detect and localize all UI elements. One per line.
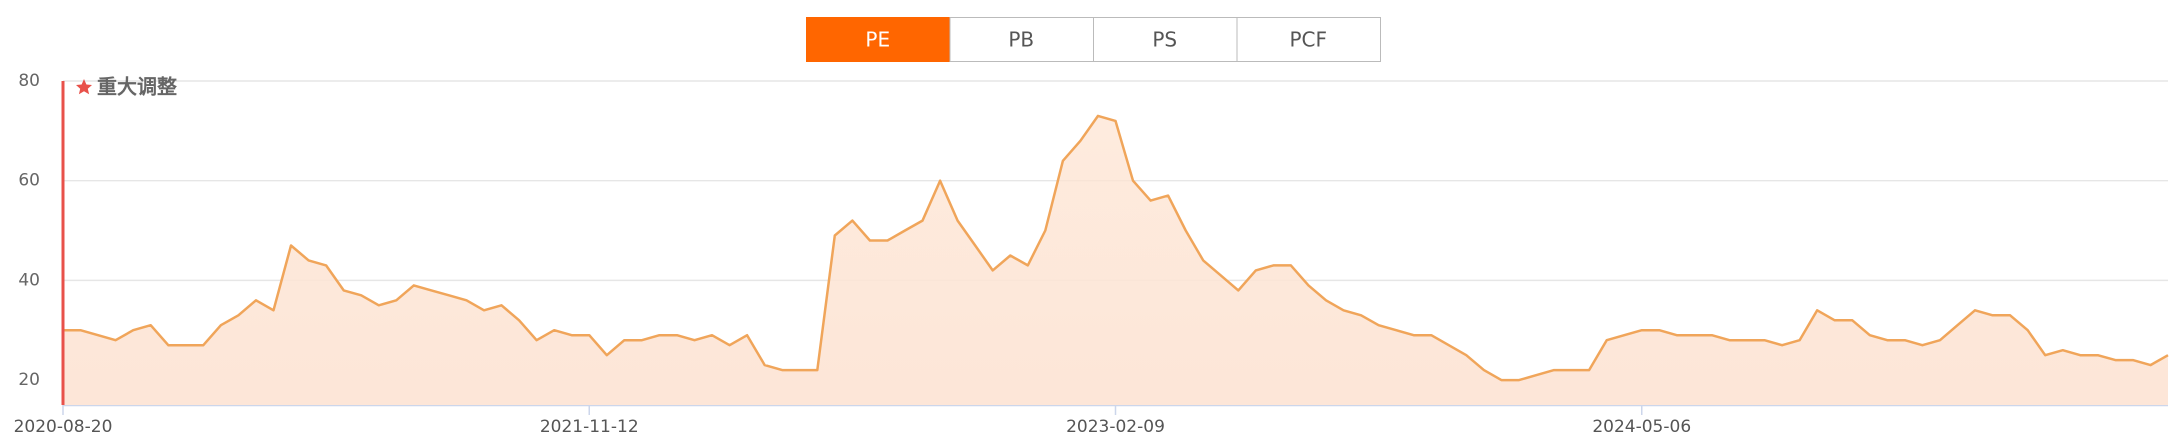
tab[interactable] (806, 17, 951, 62)
y-tick-label: 60 (18, 171, 40, 191)
annotation: 重大调整 (97, 75, 177, 99)
tab[interactable] (949, 17, 1094, 62)
area (63, 115, 2168, 406)
x-tick-label: 2020-08-20 (14, 417, 113, 437)
y-tick-label: 20 (18, 370, 40, 390)
x-tick-label: 2021-11-12 (540, 417, 639, 437)
tab-label[interactable]: PS (1152, 28, 1177, 52)
y-tick-label: 80 (18, 71, 40, 91)
line (63, 114, 2169, 382)
x-tick-label: 2023-02-09 (1066, 417, 1165, 437)
tab[interactable] (1093, 17, 1238, 62)
tab-label[interactable]: PB (1008, 28, 1034, 52)
tab-label[interactable]: PCF (1289, 28, 1327, 52)
star-icon (76, 79, 92, 95)
tab-label[interactable]: PE (865, 28, 890, 52)
tab[interactable] (1236, 17, 1381, 62)
x-tick-label: 2024-05-06 (1592, 417, 1691, 437)
y-tick-label: 40 (18, 270, 40, 290)
